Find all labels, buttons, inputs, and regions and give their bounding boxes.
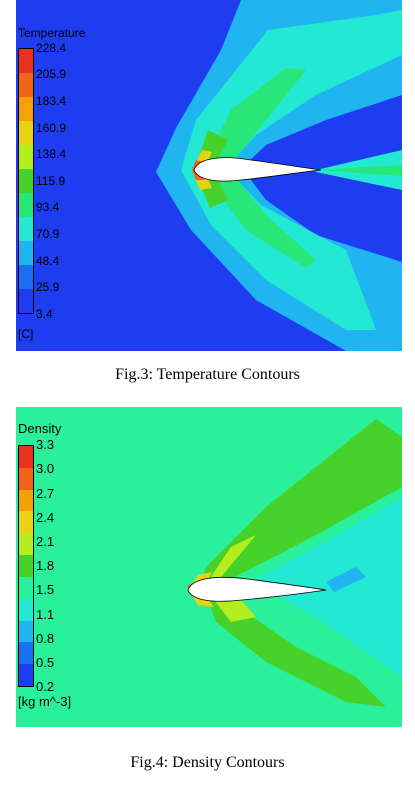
color-scale-segment	[19, 489, 33, 512]
color-scale-tick-label: 138.4	[36, 147, 67, 162]
color-scale-segment	[19, 73, 33, 97]
color-scale-segment	[19, 664, 33, 686]
legend-title: Density	[18, 421, 62, 436]
color-scale-tick-label: 93.4	[36, 200, 60, 215]
temperature-contour-field	[16, 0, 402, 351]
color-scale-tick-label: 160.9	[36, 120, 67, 135]
color-scale-segment	[19, 511, 33, 534]
color-scale-tick-label: 0.2	[36, 679, 55, 695]
color-scale-segment	[19, 217, 33, 241]
color-scale-tick-label: 48.4	[36, 253, 60, 268]
color-scale-tick-label: 70.9	[36, 227, 60, 241]
color-scale-segment	[19, 49, 33, 73]
density-contour-plot: Density 3.3 3.0 2.7 2.4 2.1 1.8 1.5 1.1 0.8 0.5 0.…	[16, 407, 402, 727]
temperature-contour-plot: Temperature 228.4 205.9 183.4 160.9 138.4 115…	[16, 0, 402, 351]
color-scale-tick-label: 2.7	[36, 485, 55, 501]
color-scale-segment	[19, 467, 33, 490]
color-scale-tick-label: 183.4	[36, 94, 67, 108]
color-scale-tick-label: 2.1	[36, 534, 55, 549]
color-scale-tick-label: 228.4	[36, 40, 67, 55]
color-scale-tick-label: 1.5	[36, 582, 55, 598]
color-scale-bar	[18, 445, 34, 687]
color-scale-segment	[19, 265, 33, 289]
color-scale-segment	[19, 555, 33, 577]
color-scale-tick-label: 3.0	[36, 461, 55, 477]
color-scale-segment	[19, 598, 33, 621]
color-scale-tick-label: 3.4	[36, 306, 53, 321]
color-scale-segment	[19, 145, 33, 169]
color-scale-tick-label: 0.5	[36, 655, 55, 670]
color-scale-segment	[19, 241, 33, 265]
color-scale-segment	[19, 97, 33, 121]
color-scale-tick-label: 25.9	[36, 280, 60, 295]
color-scale-tick-label: 2.4	[36, 509, 55, 525]
unit-label: [C]	[18, 327, 34, 341]
figure-caption: Fig.4: Density Contours	[130, 754, 285, 771]
color-scale-tick-label: 1.1	[36, 606, 55, 622]
color-scale-tick-label: 205.9	[36, 67, 67, 82]
color-scale-bar	[18, 48, 34, 314]
legend-title: Temperature	[18, 26, 86, 40]
color-scale-segment	[19, 576, 33, 599]
density-contour-field	[16, 407, 402, 727]
color-scale-tick-label: 1.8	[36, 558, 55, 574]
color-scale-segment	[19, 289, 33, 313]
color-scale-segment	[19, 121, 33, 145]
color-scale-tick-label: 115.9	[36, 173, 66, 188]
color-scale-segment	[19, 446, 33, 468]
figure-caption: Fig.3: Temperature Contours	[115, 366, 300, 383]
color-scale-tick-label: 3.3	[36, 437, 55, 453]
color-scale-segment	[19, 620, 33, 643]
color-scale-segment	[19, 533, 33, 556]
unit-label: [kg m^-3]	[18, 694, 72, 709]
color-scale-segment	[19, 169, 33, 193]
color-scale-tick-label: 0.8	[36, 630, 55, 646]
color-scale-segment	[19, 642, 33, 665]
color-scale-segment	[19, 193, 33, 217]
